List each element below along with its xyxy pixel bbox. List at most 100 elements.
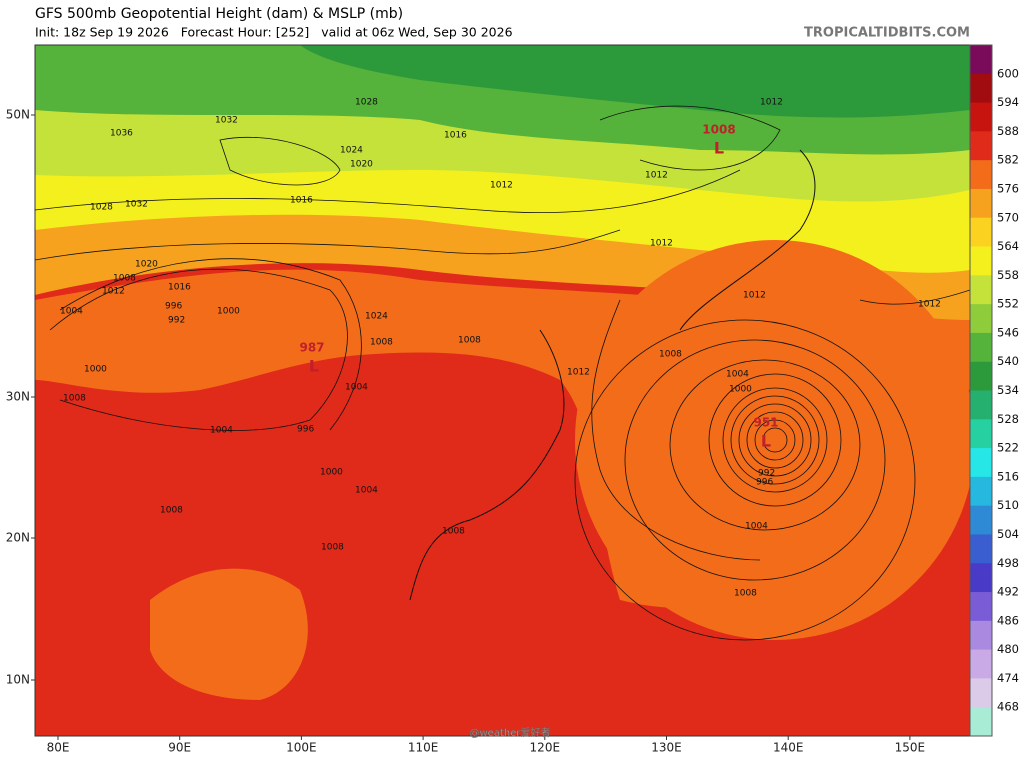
low-symbol: L [714,139,724,158]
contour-label: 1016 [444,131,467,141]
colorbar-swatch [970,275,992,305]
colorbar-label-bg [993,347,1024,377]
colorbar-label-bg [993,232,1024,261]
colorbar-label-bg [993,404,1024,434]
lon-label: 80E [47,741,70,755]
contour-label: 1012 [918,300,941,310]
colorbar-swatch [970,73,992,104]
colorbar-label-bg [993,520,1024,549]
contour-label: 992 [758,469,775,479]
colorbar-swatch [970,45,992,75]
colorbar-swatch [970,361,992,391]
colorbar-swatch [970,390,992,420]
colorbar-label: 570 [997,210,1019,224]
contour-label: 1008 [113,274,136,284]
colorbar-label: 576 [997,181,1019,195]
colorbar-label-bg [993,174,1024,204]
contour-label: 1012 [650,239,673,249]
colorbar-label-bg [993,462,1024,492]
title: GFS 500mb Geopotential Height (dam) & MS… [35,6,403,22]
colorbar-swatch [970,476,992,507]
colorbar-label: 504 [997,527,1019,541]
colorbar-label-bg [993,606,1024,636]
lon-label: 140E [773,741,804,755]
colorbar-label: 468 [997,700,1019,714]
map-area [35,45,970,736]
colorbar-label: 582 [997,153,1019,167]
contour-label: 1004 [210,426,233,436]
colorbar-label-bg [993,548,1024,578]
colorbar-swatch [970,304,992,334]
low-pressure: 1008 [702,123,735,137]
colorbar-label: 528 [997,412,1019,426]
colorbar-swatch [970,649,992,679]
colorbar-label-bg [993,203,1024,233]
colorbar-swatch [970,448,992,478]
lat-label: 50N [6,108,30,122]
colorbar-label-bg [993,577,1024,607]
colorbar-label-bg [993,635,1024,665]
colorbar-swatch [970,534,992,564]
colorbar-label-bg [993,376,1024,405]
contour-label: 1012 [743,291,766,301]
colorbar-label: 594 [997,95,1019,109]
lon-label: 130E [651,741,682,755]
lon-label: 110E [408,741,439,755]
site-label: TROPICALTIDBITS.COM [804,26,970,41]
contour-label: 1012 [102,287,125,297]
colorbar-swatch [970,620,992,651]
colorbar-label: 516 [997,469,1019,483]
contour-label: 1004 [345,383,368,393]
colorbar-swatch [970,102,992,132]
colorbar-label-bg [993,491,1024,521]
colorbar-frame [969,44,993,737]
contour-labels: 1036 1032 1028 1028 1032 1024 1020 1016 … [60,98,941,599]
contour-label: 996 [165,302,182,312]
contour-label: 1004 [726,370,749,380]
contour-label: 1008 [442,527,465,537]
contour-label: 1012 [760,98,783,108]
colorbar-label: 522 [997,441,1019,455]
contour-label: 1008 [458,336,481,346]
colorbar-swatch [970,332,992,363]
colorbar-swatch [970,160,992,190]
colorbar-label: 600 [997,66,1019,80]
colorbar-label-bg [993,289,1024,319]
low-symbol: L [309,357,319,376]
colorbar-label: 588 [997,124,1019,138]
colorbar-swatch [970,419,992,449]
contour-label: 996 [297,425,314,435]
lon-label: 100E [286,741,317,755]
colorbar-swatch [970,246,992,276]
colorbar-label-bg [993,145,1024,175]
axes: 50N 30N 20N 10N 80E 90E 100E 110E 120E 130E 140E 15… [6,108,925,755]
contour-label: 1016 [290,196,313,206]
colorbar-label: 474 [997,671,1019,685]
contour-label: 1028 [90,203,113,213]
contour-label: 1032 [215,116,238,126]
colorbar-label-bg [993,664,1024,693]
contour-label: 1024 [340,146,363,156]
colorbar-label-bg [993,116,1024,146]
colorbar-label: 534 [997,383,1019,397]
colorbar-label: 480 [997,642,1019,656]
colorbar-label-bg [993,260,1024,290]
contour-label: 1008 [63,394,86,404]
colorbar-swatch [970,505,992,535]
subtitle: Init: 18z Sep 19 2026 Forecast Hour: [25… [35,25,513,40]
colorbar-label: 564 [997,239,1019,253]
contour-label: 1004 [60,307,83,317]
contour-label: 1008 [160,506,183,516]
contour-label: 1000 [729,385,752,395]
contour-label: 1028 [355,98,378,108]
low-pressure: 951 [753,416,778,430]
colorbar-label-bg [993,88,1024,117]
colorbar-swatch [970,188,992,219]
colorbar-label-bg [993,692,1024,722]
colorbar-label: 558 [997,268,1019,282]
isobars [35,105,970,641]
colorbar-label-bg [993,433,1024,463]
low-symbol: L [761,432,771,451]
contour-label: 1000 [320,468,343,478]
